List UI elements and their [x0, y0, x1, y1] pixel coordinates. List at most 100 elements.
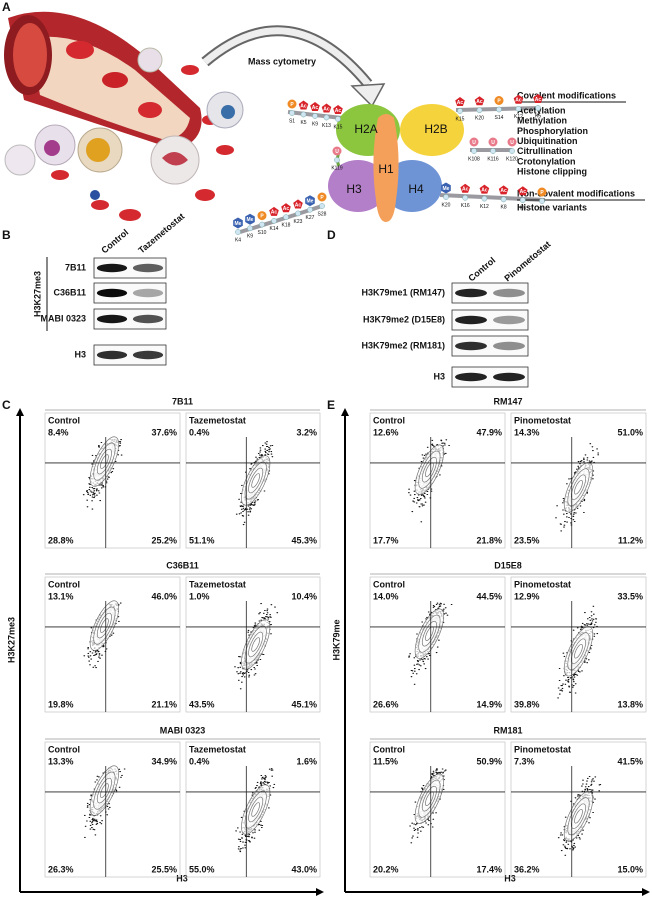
- quadrant-percent: 8.4%: [48, 427, 69, 437]
- mod-icon-label: Ac: [300, 103, 307, 109]
- quadrant-percent: 47.9%: [476, 427, 502, 437]
- phospho-icon: [537, 187, 547, 197]
- residue-bead: [300, 111, 307, 118]
- residue-label: K4: [235, 237, 241, 243]
- panel-letter: D: [327, 228, 336, 242]
- residue-label: K12: [514, 114, 523, 120]
- phospho-icon: [317, 192, 327, 202]
- residue-label: K116: [487, 156, 499, 162]
- blot-band: [493, 288, 525, 298]
- quadrant-percent: 20.2%: [373, 864, 399, 874]
- sample-name: Pinometostat: [514, 744, 571, 754]
- blot-band: [455, 315, 487, 325]
- column-header: Tazemetostat: [136, 211, 186, 255]
- quadrant-percent: 3.2%: [296, 427, 317, 437]
- quadrant-percent: 14.9%: [476, 699, 502, 709]
- residue-bead: [457, 108, 463, 114]
- list-item: Histone clipping: [517, 167, 587, 177]
- blot-band: [493, 315, 525, 325]
- histone-label: H3: [346, 182, 362, 196]
- mod-icon-label: U: [510, 140, 514, 146]
- blot-frame: [93, 257, 167, 279]
- density-contour: [251, 637, 261, 652]
- residue-label: K5: [520, 206, 526, 212]
- group-title: C36B11: [166, 560, 199, 570]
- sample-name: Pinometostat: [514, 579, 571, 589]
- quadrant-percent: 15.0%: [617, 864, 643, 874]
- mod-icon-label: Ac: [476, 99, 483, 105]
- residue-bead: [295, 210, 301, 217]
- quadrant-percent: 11.2%: [618, 535, 643, 545]
- plot-frame: [369, 741, 506, 878]
- residue-label: K16: [461, 203, 470, 209]
- residue-label: S1: [539, 206, 545, 212]
- blot-frame: [451, 366, 529, 388]
- mod-icon-label: U: [491, 140, 495, 146]
- plot-frame: [510, 741, 647, 878]
- panel-letter: C: [2, 398, 11, 412]
- acetyl-icon: [281, 203, 291, 213]
- arrow-label: Mass cytometry: [248, 56, 316, 66]
- acetyl-icon: [321, 103, 332, 113]
- plot-frame: [369, 576, 506, 713]
- quadrant-percent: 51.0%: [617, 427, 643, 437]
- mod-icon-label: Ac: [271, 210, 278, 216]
- quadrant-percent: 0.4%: [189, 756, 210, 766]
- blot-row-label: H3K79me2 (D15E8): [363, 314, 445, 324]
- residue-label: S1: [289, 118, 295, 124]
- mod-icon-label: Ac: [335, 108, 342, 114]
- residue-label: K15: [456, 116, 465, 122]
- plot-frame: [44, 576, 181, 713]
- mod-icon-label: Me: [443, 186, 450, 192]
- blot-band: [132, 314, 164, 324]
- density-contour: [251, 802, 261, 817]
- quadrant-percent: 34.9%: [151, 756, 177, 766]
- quadrant-percent: 39.8%: [514, 699, 540, 709]
- blot-row-label: H3K79me2 (RM181): [361, 340, 445, 350]
- quadrant-percent: 12.9%: [514, 591, 540, 601]
- residue-bead: [235, 229, 241, 235]
- acetyl-icon: [518, 186, 528, 196]
- residue-bead: [335, 116, 341, 122]
- residue-bead: [319, 203, 325, 209]
- plot-frame: [185, 576, 321, 713]
- residue-bead: [443, 194, 449, 200]
- group-title: RM147: [493, 396, 522, 406]
- quadrant-percent: 45.1%: [291, 699, 317, 709]
- residue-label: K15: [334, 124, 343, 130]
- mod-icon-label: Ac: [457, 100, 464, 106]
- blot-band: [493, 341, 525, 351]
- quadrant-percent: 28.8%: [48, 535, 74, 545]
- quadrant-percent: 44.5%: [476, 591, 502, 601]
- residue-label: K5: [535, 113, 541, 119]
- plot-frame: [510, 412, 647, 549]
- blot-frame: [451, 309, 529, 331]
- mod-icon-label: Ac: [323, 106, 330, 112]
- quadrant-percent: 25.5%: [151, 864, 177, 874]
- sample-name: Control: [48, 744, 80, 754]
- residue-bead: [259, 221, 265, 228]
- blot-row-label: H3: [74, 349, 86, 359]
- histone-label: H4: [408, 182, 424, 196]
- quadrant-percent: 25.2%: [151, 535, 177, 545]
- quadrant-percent: 43.5%: [189, 699, 215, 709]
- ubiquitin-icon: [507, 137, 517, 147]
- list-item: Ubiquitination: [517, 136, 578, 146]
- residue-bead: [247, 225, 253, 232]
- density-contour: [574, 808, 583, 824]
- plot-frame: [44, 741, 181, 878]
- residue-bead: [471, 148, 477, 154]
- x-axis-label: H3: [176, 873, 188, 883]
- blot-frame: [93, 308, 167, 330]
- residue-bead: [334, 157, 340, 163]
- mod-icon-label: Me: [307, 199, 314, 205]
- sample-name: Control: [373, 579, 405, 589]
- list-item: Phosphorylation: [517, 126, 588, 136]
- mod-icon-label: Ac: [312, 105, 319, 111]
- mod-icon-label: Ac: [295, 202, 302, 208]
- quadrant-percent: 45.3%: [291, 535, 317, 545]
- acetyl-icon: [298, 100, 309, 110]
- blot-row-label: MABI 0323: [40, 313, 86, 323]
- histone-label: H2A: [354, 122, 377, 136]
- residue-label: K9: [247, 234, 253, 240]
